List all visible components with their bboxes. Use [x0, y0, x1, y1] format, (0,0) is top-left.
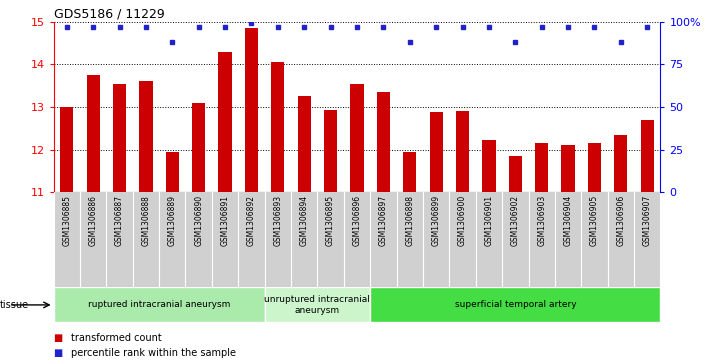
Bar	[324, 110, 337, 192]
Bar	[640, 120, 654, 192]
Text: GSM1306889: GSM1306889	[168, 195, 177, 246]
Text: transformed count: transformed count	[71, 333, 162, 343]
Text: GSM1306891: GSM1306891	[221, 195, 230, 246]
Bar	[271, 62, 284, 192]
Text: GSM1306887: GSM1306887	[115, 195, 124, 246]
Text: ■: ■	[54, 333, 63, 343]
Bar	[430, 112, 443, 192]
Bar	[218, 52, 231, 192]
Bar	[508, 156, 522, 192]
Text: GSM1306888: GSM1306888	[141, 195, 151, 246]
Text: ■: ■	[54, 348, 63, 358]
Text: GSM1306906: GSM1306906	[616, 195, 625, 246]
Bar	[298, 97, 311, 192]
Text: GSM1306899: GSM1306899	[432, 195, 441, 246]
Text: GSM1306898: GSM1306898	[406, 195, 414, 246]
Text: GSM1306903: GSM1306903	[537, 195, 546, 246]
Text: GSM1306897: GSM1306897	[379, 195, 388, 246]
Text: GSM1306901: GSM1306901	[484, 195, 493, 246]
Text: GSM1306900: GSM1306900	[458, 195, 467, 246]
Text: GSM1306902: GSM1306902	[511, 195, 520, 246]
Bar	[139, 82, 153, 192]
Text: superficial temporal artery: superficial temporal artery	[455, 301, 576, 309]
Text: GSM1306904: GSM1306904	[563, 195, 573, 246]
Text: ruptured intracranial aneurysm: ruptured intracranial aneurysm	[88, 301, 231, 309]
Bar	[86, 75, 100, 192]
FancyBboxPatch shape	[265, 287, 370, 322]
Text: percentile rank within the sample: percentile rank within the sample	[71, 348, 236, 358]
Text: GSM1306895: GSM1306895	[326, 195, 335, 246]
Bar	[377, 92, 390, 192]
FancyBboxPatch shape	[54, 287, 265, 322]
Text: GSM1306905: GSM1306905	[590, 195, 599, 246]
Bar	[351, 83, 363, 192]
Bar	[535, 143, 548, 192]
Bar	[166, 152, 179, 192]
Text: GSM1306896: GSM1306896	[353, 195, 361, 246]
Text: GSM1306885: GSM1306885	[62, 195, 71, 246]
Text: tissue: tissue	[0, 300, 29, 310]
Text: GSM1306892: GSM1306892	[247, 195, 256, 246]
Bar	[192, 103, 206, 192]
Text: GDS5186 / 11229: GDS5186 / 11229	[54, 8, 164, 21]
Bar	[60, 107, 74, 192]
Bar	[614, 135, 628, 192]
Text: GSM1306907: GSM1306907	[643, 195, 652, 246]
Bar	[588, 143, 601, 192]
Bar	[403, 152, 416, 192]
Text: unruptured intracranial
aneurysm: unruptured intracranial aneurysm	[264, 295, 371, 315]
Bar	[483, 140, 496, 192]
Text: GSM1306893: GSM1306893	[273, 195, 282, 246]
Bar	[245, 28, 258, 192]
Text: GSM1306886: GSM1306886	[89, 195, 98, 246]
FancyBboxPatch shape	[370, 287, 660, 322]
Bar	[113, 83, 126, 192]
Bar	[456, 111, 469, 192]
Text: GSM1306894: GSM1306894	[300, 195, 308, 246]
Bar	[561, 146, 575, 192]
Text: GSM1306890: GSM1306890	[194, 195, 203, 246]
